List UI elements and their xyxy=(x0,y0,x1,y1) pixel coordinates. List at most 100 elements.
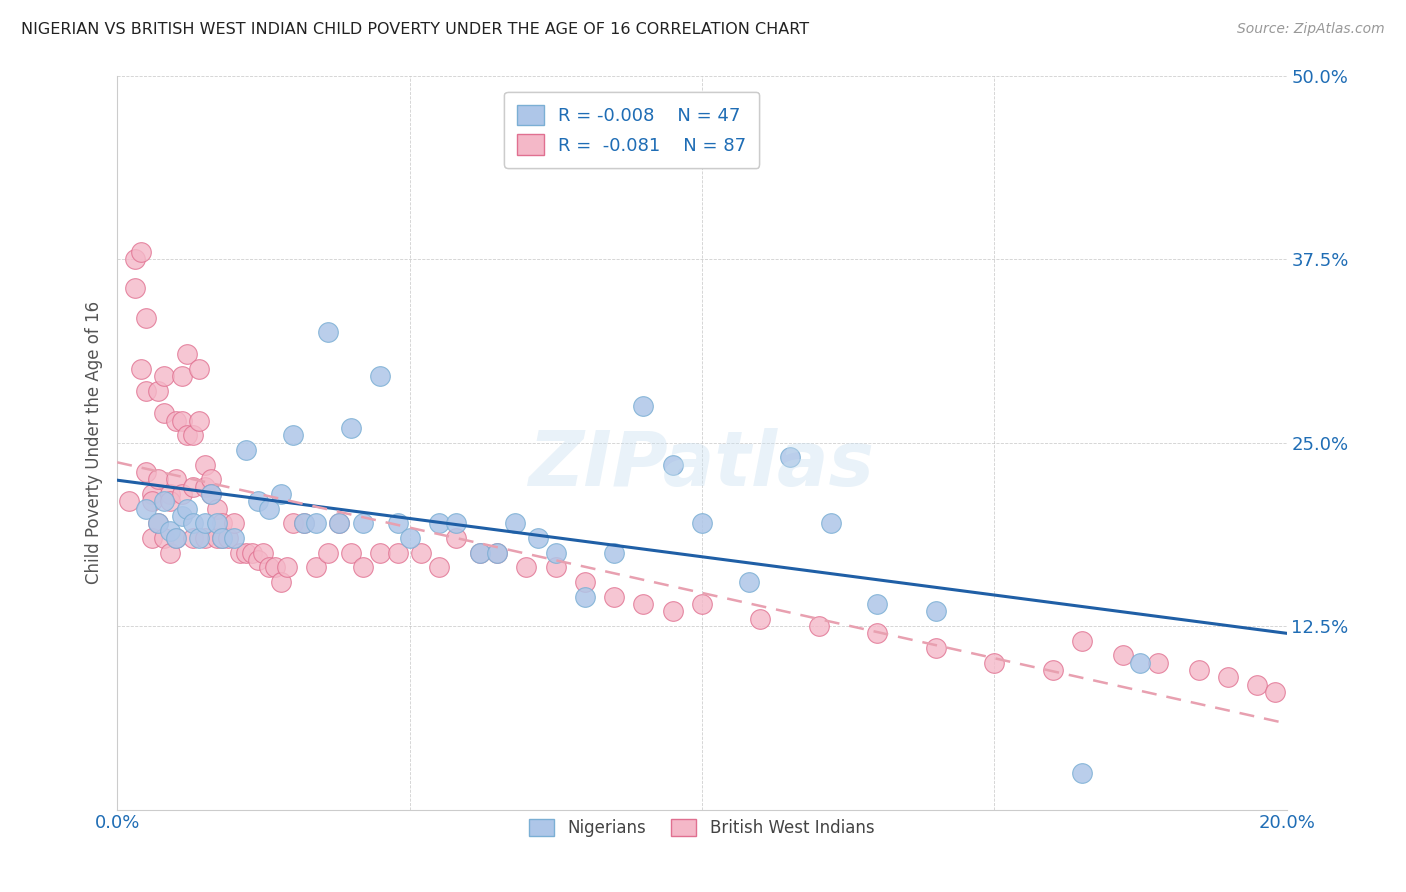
Legend: R = -0.008    N = 47, R =  -0.081    N = 87: R = -0.008 N = 47, R = -0.081 N = 87 xyxy=(505,92,759,168)
Point xyxy=(486,546,509,560)
Point xyxy=(264,560,287,574)
Point xyxy=(316,546,339,560)
Point xyxy=(246,494,269,508)
Point xyxy=(153,531,176,545)
Point xyxy=(200,472,222,486)
Point xyxy=(305,560,328,574)
Point xyxy=(1129,656,1152,670)
Point xyxy=(118,494,141,508)
Point xyxy=(141,531,163,545)
Point xyxy=(603,546,626,560)
Text: NIGERIAN VS BRITISH WEST INDIAN CHILD POVERTY UNDER THE AGE OF 16 CORRELATION CH: NIGERIAN VS BRITISH WEST INDIAN CHILD PO… xyxy=(21,22,810,37)
Point xyxy=(866,626,889,640)
Point xyxy=(159,494,181,508)
Point xyxy=(170,413,193,427)
Point xyxy=(544,546,567,560)
Point xyxy=(779,450,801,465)
Point xyxy=(188,362,211,376)
Point xyxy=(398,531,420,545)
Point xyxy=(165,531,187,545)
Point xyxy=(181,531,204,545)
Point xyxy=(257,501,280,516)
Point xyxy=(1188,663,1211,677)
Point xyxy=(387,516,409,531)
Point xyxy=(411,546,433,560)
Point xyxy=(820,516,842,531)
Point xyxy=(165,472,187,486)
Point xyxy=(176,347,198,361)
Point xyxy=(387,546,409,560)
Point xyxy=(170,369,193,384)
Point xyxy=(159,524,181,538)
Point xyxy=(292,516,315,531)
Point xyxy=(194,458,217,472)
Point xyxy=(340,546,363,560)
Point xyxy=(146,384,169,399)
Point xyxy=(276,560,298,574)
Point xyxy=(866,597,889,611)
Text: Source: ZipAtlas.com: Source: ZipAtlas.com xyxy=(1237,22,1385,37)
Point xyxy=(176,428,198,442)
Point xyxy=(633,399,655,413)
Point xyxy=(235,546,257,560)
Point xyxy=(129,362,152,376)
Point xyxy=(211,516,233,531)
Point xyxy=(124,252,146,266)
Point xyxy=(527,531,550,545)
Point xyxy=(1112,648,1135,663)
Point xyxy=(446,531,468,545)
Point xyxy=(468,546,491,560)
Point xyxy=(146,516,169,531)
Point xyxy=(690,597,713,611)
Point xyxy=(368,369,391,384)
Point xyxy=(544,560,567,574)
Point xyxy=(690,516,713,531)
Point xyxy=(211,531,233,545)
Point xyxy=(446,516,468,531)
Point xyxy=(1147,656,1170,670)
Point xyxy=(807,619,830,633)
Point xyxy=(925,604,948,618)
Point xyxy=(574,590,596,604)
Point xyxy=(281,428,304,442)
Point xyxy=(176,501,198,516)
Point xyxy=(124,281,146,295)
Point xyxy=(194,531,217,545)
Point xyxy=(146,516,169,531)
Point xyxy=(135,384,157,399)
Point xyxy=(661,458,683,472)
Point xyxy=(165,413,187,427)
Point xyxy=(427,516,450,531)
Point xyxy=(141,487,163,501)
Point xyxy=(1264,685,1286,699)
Point xyxy=(352,560,374,574)
Point xyxy=(229,546,252,560)
Point xyxy=(141,494,163,508)
Point xyxy=(252,546,274,560)
Point xyxy=(146,472,169,486)
Point xyxy=(205,501,228,516)
Point xyxy=(1042,663,1064,677)
Point xyxy=(468,546,491,560)
Point xyxy=(503,516,526,531)
Point xyxy=(240,546,263,560)
Point xyxy=(328,516,350,531)
Point xyxy=(427,560,450,574)
Point xyxy=(194,479,217,493)
Point xyxy=(305,516,328,531)
Y-axis label: Child Poverty Under the Age of 16: Child Poverty Under the Age of 16 xyxy=(86,301,103,584)
Point xyxy=(188,413,211,427)
Point xyxy=(170,508,193,523)
Point xyxy=(153,406,176,420)
Point xyxy=(633,597,655,611)
Point xyxy=(170,487,193,501)
Point xyxy=(224,531,246,545)
Point xyxy=(352,516,374,531)
Point xyxy=(292,516,315,531)
Point xyxy=(205,531,228,545)
Point xyxy=(224,516,246,531)
Point xyxy=(1071,633,1094,648)
Point xyxy=(1216,670,1239,684)
Point xyxy=(188,531,211,545)
Point xyxy=(328,516,350,531)
